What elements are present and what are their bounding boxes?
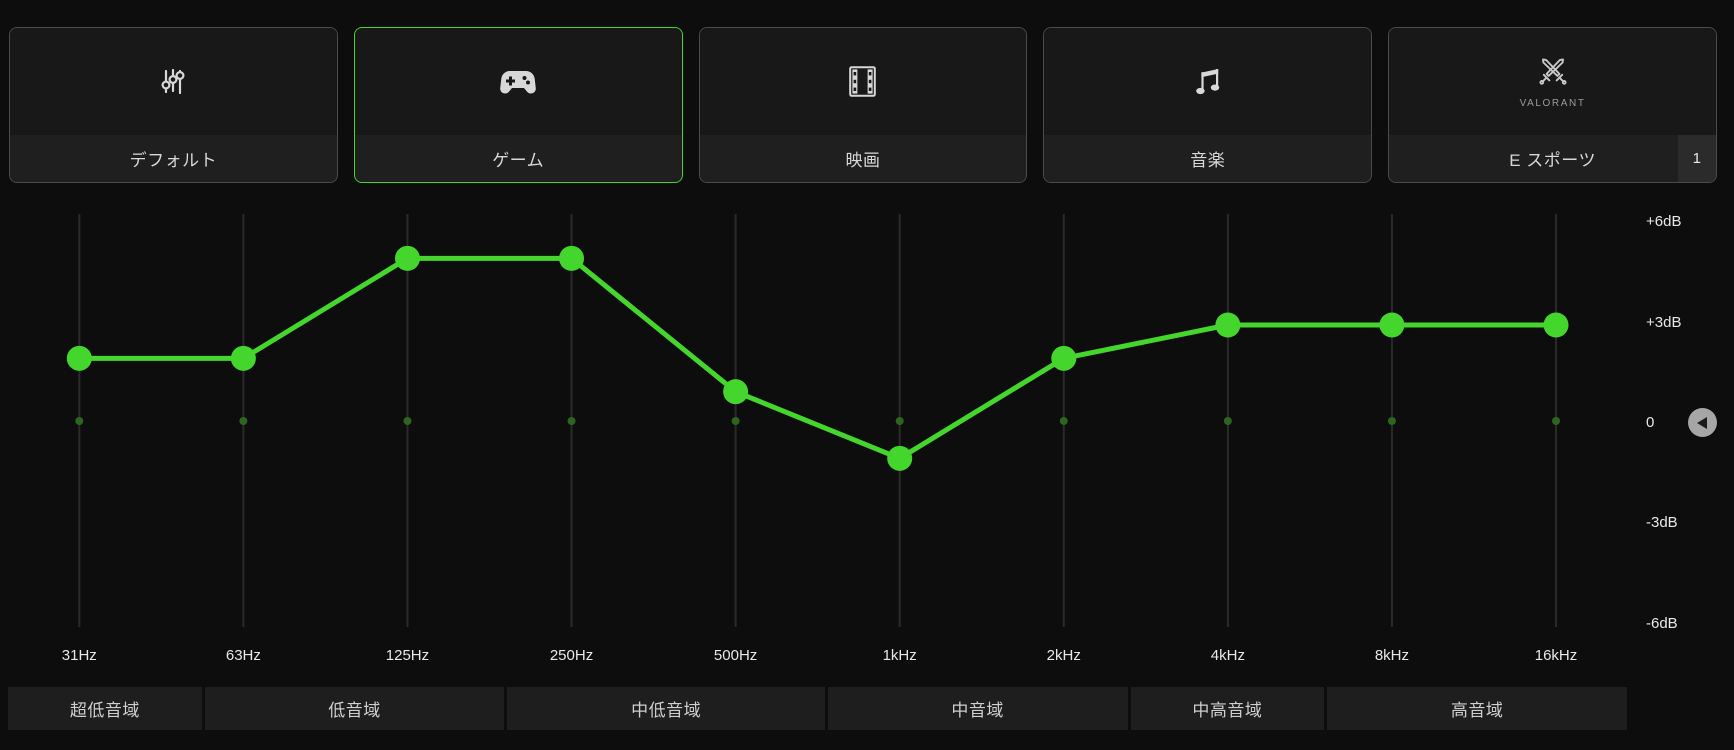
frequency-label: 8kHz [1374,647,1410,664]
film-strip-icon [849,66,877,97]
eq-zero-marker [1223,417,1232,425]
eq-zero-marker [75,417,84,425]
preset-card-label-strip: デフォルト [10,135,337,182]
band-group-label: 低音域 [204,687,505,730]
eq-node-8kHz[interactable] [1379,312,1405,338]
eq-node-125Hz[interactable] [394,245,420,271]
preset-card-label: E スポーツ [1509,151,1596,170]
eq-curve [79,255,1557,461]
db-scale-label: -6dB [1646,614,1678,632]
db-scale-label: +3dB [1646,313,1682,331]
band-group-label: 超低音域 [8,687,202,730]
preset-card-label: 映画 [845,151,881,170]
eq-node-4kHz[interactable] [1215,312,1241,338]
eq-zero-marker [1387,417,1396,425]
band-group-label: 中音域 [827,687,1128,730]
gamepad-icon [500,70,537,93]
preset-count-badge: 1 [1677,135,1716,182]
preset-card-music[interactable]: 音楽 [1043,27,1373,183]
eq-zero-marker [895,417,904,425]
music-note-icon [1195,68,1219,94]
frequency-label: 63Hz [225,647,261,664]
preset-card-icon-area [354,28,682,135]
preset-card-default[interactable]: デフォルト [9,27,338,183]
db-scale-label: 0 [1646,414,1655,431]
frequency-label: 16kHz [1534,647,1578,664]
eq-node-1kHz[interactable] [887,445,913,471]
preset-cards-row: デフォルト ゲーム [9,27,1717,183]
band-group-label: 中低音域 [507,687,825,730]
eq-zero-marker [403,417,412,425]
frequency-label: 250Hz [549,647,594,664]
preset-card-label: 音楽 [1190,151,1226,170]
preset-card-icon-area [10,28,337,135]
preset-card-label-strip: 音楽 [1044,135,1372,182]
frequency-label: 31Hz [61,647,97,664]
preset-card-label: ゲーム [492,151,545,170]
preset-card-icon-area: VALORANT [1389,28,1716,135]
band-group-label: 高音域 [1327,687,1627,730]
preset-card-icon-area [1044,28,1372,135]
preset-card-game[interactable]: ゲーム [353,27,683,183]
preset-card-label-strip: ゲーム [354,135,682,182]
preset-card-esports[interactable]: VALORANT E スポーツ 1 [1388,27,1717,183]
frequency-label: 1kHz [882,647,917,664]
eq-node-2kHz[interactable] [1051,345,1077,371]
eq-zero-marker [1552,417,1561,425]
preset-card-label: デフォルト [129,151,218,170]
eq-zero-marker [567,417,576,425]
band-group-strips: 超低音域 低音域 中低音域 中音域 中高音域 高音域 [8,687,1627,730]
frequency-label: 2kHz [1046,647,1081,664]
preset-card-label-strip: 映画 [699,135,1027,182]
crossed-swords-icon [1539,58,1567,85]
frequency-label: 125Hz [385,647,430,664]
frequency-label: 500Hz [713,647,758,664]
eq-node-250Hz[interactable] [559,245,585,271]
db-scale-label: -3dB [1646,514,1678,532]
db-scale-label: +6dB [1646,213,1682,231]
eq-node-500Hz[interactable] [723,379,749,405]
eq-node-16kHz[interactable] [1543,312,1569,338]
eq-node-31Hz[interactable] [66,345,92,371]
band-group-label: 中高音域 [1130,687,1325,730]
eq-node-63Hz[interactable] [230,345,256,371]
reset-arrow-button[interactable] [1688,408,1717,437]
eq-zero-marker [731,417,740,425]
preset-card-movie[interactable]: 映画 [698,27,1028,183]
equalizer-sliders-icon [161,68,185,94]
preset-card-icon-area [699,28,1027,135]
preset-card-label-strip: E スポーツ 1 [1389,135,1716,182]
valorant-sublabel: VALORANT [1519,97,1586,109]
eq-zero-marker [1059,417,1068,425]
frequency-label: 4kHz [1210,647,1245,664]
left-triangle-icon [1696,416,1707,429]
eq-zero-marker [239,417,248,425]
